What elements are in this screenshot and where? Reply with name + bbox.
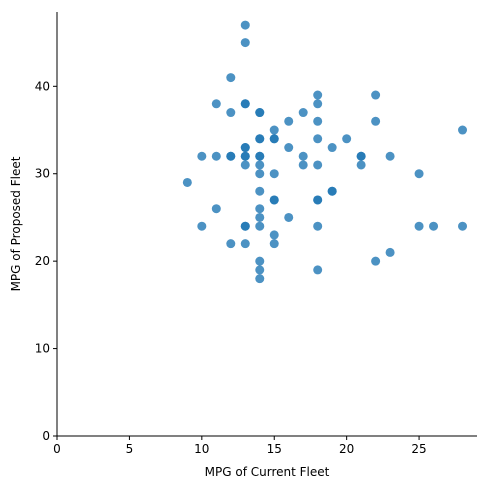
data-point — [211, 204, 221, 214]
data-point — [255, 204, 265, 214]
data-point — [255, 274, 265, 284]
data-point — [414, 221, 424, 231]
data-point — [414, 169, 424, 179]
data-point — [240, 160, 250, 170]
data-point — [371, 90, 381, 100]
data-point — [255, 221, 265, 231]
data-point — [255, 151, 265, 161]
data-point — [211, 99, 221, 109]
y-axis-label: MPG of Proposed Fleet — [9, 156, 23, 291]
data-point — [313, 221, 323, 231]
data-point — [298, 108, 308, 118]
data-point — [313, 99, 323, 109]
data-point — [255, 256, 265, 266]
y-tick-label: 0 — [42, 429, 50, 443]
data-points — [182, 20, 468, 284]
data-point — [385, 151, 395, 161]
data-point — [197, 221, 207, 231]
data-point — [429, 221, 439, 231]
x-tick-label: 20 — [339, 442, 354, 456]
data-point — [255, 108, 265, 118]
data-point — [226, 151, 236, 161]
data-point — [327, 143, 337, 153]
data-point — [356, 160, 366, 170]
data-point — [226, 108, 236, 118]
data-point — [269, 134, 279, 144]
x-tick-label: 15 — [267, 442, 282, 456]
data-point — [255, 169, 265, 179]
data-point — [313, 160, 323, 170]
data-point — [226, 73, 236, 83]
data-point — [371, 116, 381, 126]
y-tick-label: 20 — [35, 254, 50, 268]
x-tick-label: 0 — [53, 442, 61, 456]
data-point — [269, 169, 279, 179]
data-point — [240, 239, 250, 249]
data-point — [240, 99, 250, 109]
data-point — [298, 151, 308, 161]
x-axis-ticks: 0 5 10 15 20 25 — [53, 436, 427, 456]
x-tick-label: 5 — [126, 442, 134, 456]
data-point — [342, 134, 352, 144]
data-point — [240, 151, 250, 161]
data-point — [313, 90, 323, 100]
data-point — [226, 239, 236, 249]
plot-area: 0 5 10 15 20 25 0 10 20 30 40 — [35, 12, 477, 456]
x-tick-label: 10 — [194, 442, 209, 456]
data-point — [313, 116, 323, 126]
data-point — [284, 143, 294, 153]
data-point — [269, 230, 279, 240]
data-point — [240, 143, 250, 153]
data-point — [284, 116, 294, 126]
data-point — [385, 247, 395, 257]
data-point — [240, 20, 250, 30]
data-point — [255, 186, 265, 196]
data-point — [255, 212, 265, 222]
data-point — [269, 125, 279, 135]
data-point — [182, 177, 192, 187]
data-point — [313, 134, 323, 144]
data-point — [458, 125, 468, 135]
data-point — [313, 195, 323, 205]
data-point — [240, 221, 250, 231]
data-point — [269, 239, 279, 249]
data-point — [356, 151, 366, 161]
data-point — [371, 256, 381, 266]
data-point — [269, 195, 279, 205]
y-axis-ticks: 0 10 20 30 40 — [35, 79, 57, 443]
y-tick-label: 10 — [35, 342, 50, 356]
data-point — [458, 221, 468, 231]
data-point — [255, 134, 265, 144]
data-point — [284, 212, 294, 222]
data-point — [197, 151, 207, 161]
x-tick-label: 25 — [411, 442, 426, 456]
data-point — [255, 160, 265, 170]
data-point — [313, 265, 323, 275]
y-tick-label: 30 — [35, 167, 50, 181]
data-point — [240, 38, 250, 48]
data-point — [211, 151, 221, 161]
data-point — [255, 265, 265, 275]
x-axis-label: MPG of Current Fleet — [205, 465, 330, 479]
y-tick-label: 40 — [35, 79, 50, 93]
data-point — [298, 160, 308, 170]
data-point — [327, 186, 337, 196]
